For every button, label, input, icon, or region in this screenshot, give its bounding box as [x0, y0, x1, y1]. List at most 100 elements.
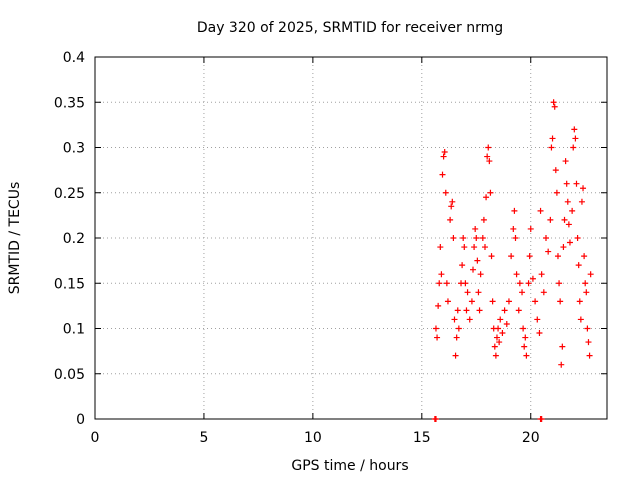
data-point — [471, 244, 478, 251]
data-point — [449, 198, 456, 205]
data-point — [545, 248, 552, 255]
data-point — [563, 180, 570, 187]
data-point — [464, 289, 471, 296]
data-point — [501, 307, 508, 314]
data-point — [488, 253, 495, 260]
data-point — [547, 216, 554, 223]
data-point — [510, 225, 517, 232]
data-point — [493, 334, 500, 341]
data-point — [583, 289, 590, 296]
data-point — [554, 253, 561, 260]
data-point — [441, 149, 448, 156]
data-point — [491, 343, 498, 350]
data-point — [538, 271, 545, 278]
data-point — [542, 235, 549, 241]
data-point — [522, 334, 529, 341]
data-point — [473, 235, 480, 241]
data-point — [470, 266, 477, 273]
data-point — [511, 207, 518, 214]
data-point — [432, 325, 439, 332]
data-point — [512, 235, 519, 241]
data-point — [548, 144, 555, 151]
data-point — [532, 298, 539, 305]
data-point — [537, 207, 544, 214]
data-point — [519, 289, 526, 296]
data-point — [448, 203, 455, 210]
data-point — [444, 298, 451, 305]
data-point — [550, 99, 557, 106]
data-point — [564, 198, 571, 205]
data-point — [572, 135, 579, 142]
data-point — [434, 334, 441, 341]
x-tick-label: 15 — [413, 430, 431, 446]
data-point — [492, 352, 499, 359]
data-point — [508, 253, 515, 260]
data-point — [538, 416, 545, 422]
y-tick-label: 0.15 — [54, 276, 85, 292]
data-point — [560, 244, 567, 251]
data-point — [437, 244, 444, 251]
data-point — [460, 235, 467, 241]
data-point — [526, 253, 533, 260]
data-point — [503, 320, 510, 327]
data-point — [578, 198, 585, 205]
data-point — [570, 144, 577, 151]
data-point — [438, 271, 445, 278]
data-point — [439, 171, 446, 178]
y-tick-label: 0.35 — [54, 95, 85, 111]
data-point — [440, 153, 447, 160]
data-point — [450, 235, 457, 241]
data-point — [479, 235, 486, 241]
data-point — [474, 257, 481, 264]
data-point — [581, 253, 588, 260]
data-point — [556, 280, 563, 287]
data-point — [552, 167, 559, 174]
data-point — [587, 271, 594, 278]
data-point — [476, 307, 483, 314]
data-point — [565, 221, 572, 228]
data-point — [527, 225, 534, 232]
y-tick-label: 0.2 — [63, 231, 85, 247]
data-point — [487, 189, 494, 196]
x-tick-label: 20 — [522, 430, 540, 446]
data-point — [454, 307, 461, 314]
data-point — [516, 280, 523, 287]
data-point — [468, 298, 475, 305]
data-point — [443, 280, 450, 287]
data-point — [584, 325, 591, 332]
y-tick-label: 0 — [76, 412, 85, 428]
data-point — [553, 189, 560, 196]
data-point — [485, 144, 492, 151]
x-axis-label: GPS time / hours — [291, 458, 408, 474]
data-point — [484, 153, 491, 160]
data-point — [497, 316, 504, 323]
data-point — [536, 330, 543, 337]
x-tick-label: 10 — [304, 430, 322, 446]
data-point — [566, 239, 573, 246]
data-point — [521, 343, 528, 350]
data-point — [483, 194, 490, 201]
data-point — [577, 316, 584, 323]
data-point — [481, 244, 488, 251]
data-point — [571, 126, 578, 133]
x-tick-label: 0 — [91, 430, 100, 446]
data-point — [463, 307, 470, 314]
data-point — [540, 289, 547, 296]
data-point — [462, 280, 469, 287]
x-tick-label: 5 — [199, 430, 208, 446]
y-axis-label: SRMTID / TECUs — [7, 182, 23, 295]
data-point — [575, 262, 582, 269]
data-point — [562, 158, 569, 165]
data-point — [453, 334, 460, 341]
data-point — [557, 298, 564, 305]
data-point — [585, 339, 592, 346]
data-point — [475, 289, 482, 296]
data-point — [558, 361, 565, 368]
data-point — [480, 216, 487, 223]
data-point — [452, 352, 459, 359]
data-point — [496, 339, 503, 346]
data-point — [534, 316, 541, 323]
data-point — [459, 262, 466, 269]
data-point — [582, 280, 589, 287]
